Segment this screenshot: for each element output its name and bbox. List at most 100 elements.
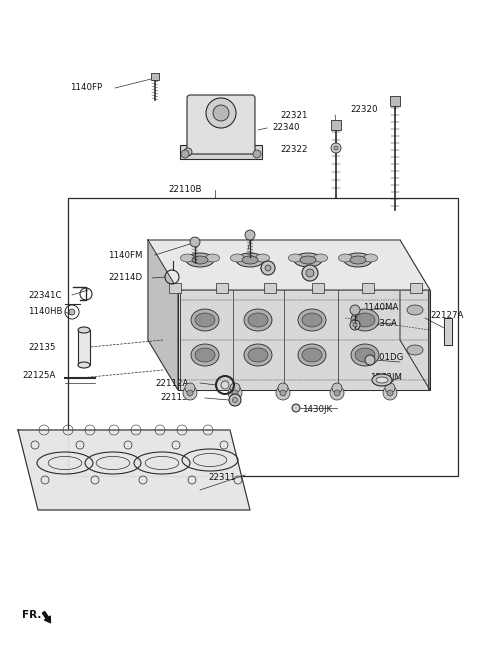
Bar [151, 73, 159, 80]
Circle shape [183, 386, 197, 400]
Text: FR.: FR. [22, 610, 41, 620]
Ellipse shape [302, 348, 322, 362]
Circle shape [213, 105, 229, 121]
Polygon shape [148, 240, 430, 290]
Polygon shape [444, 318, 452, 345]
Circle shape [185, 383, 195, 393]
Circle shape [230, 383, 240, 393]
Bar [264, 283, 276, 293]
Text: 22124B: 22124B [200, 148, 233, 157]
Ellipse shape [407, 345, 423, 355]
Text: 1140HB: 1140HB [28, 308, 62, 316]
Ellipse shape [355, 313, 375, 327]
Ellipse shape [248, 313, 268, 327]
Bar [390, 96, 400, 106]
Text: 22127A: 22127A [430, 310, 463, 319]
Text: 1430JB: 1430JB [218, 264, 249, 272]
Text: 22114D: 22114D [108, 272, 142, 281]
Circle shape [232, 398, 238, 403]
Text: 22340: 22340 [272, 123, 300, 133]
Ellipse shape [195, 313, 215, 327]
Ellipse shape [186, 253, 214, 267]
Text: 22129: 22129 [275, 274, 302, 283]
Ellipse shape [236, 253, 264, 267]
Ellipse shape [205, 254, 219, 262]
Polygon shape [400, 240, 430, 390]
Circle shape [261, 261, 275, 275]
Text: 22113A: 22113A [160, 394, 193, 403]
Bar [362, 283, 374, 293]
Bar [169, 283, 181, 293]
FancyBboxPatch shape [187, 95, 255, 154]
Circle shape [353, 323, 357, 327]
Text: 22125A: 22125A [22, 371, 55, 380]
Text: 1140MA: 1140MA [363, 304, 398, 312]
Text: 1430JK: 1430JK [302, 405, 332, 415]
Circle shape [334, 146, 338, 150]
Circle shape [292, 404, 300, 412]
Ellipse shape [230, 254, 244, 262]
Circle shape [306, 269, 314, 277]
Ellipse shape [294, 253, 322, 267]
Ellipse shape [191, 309, 219, 331]
Circle shape [206, 98, 236, 128]
Circle shape [280, 390, 286, 396]
Bar [216, 283, 228, 293]
Ellipse shape [372, 374, 392, 386]
Circle shape [265, 265, 271, 271]
Circle shape [350, 305, 360, 315]
Ellipse shape [302, 313, 322, 327]
Circle shape [332, 383, 342, 393]
Text: 1140EW: 1140EW [215, 243, 251, 253]
Ellipse shape [344, 253, 372, 267]
Circle shape [387, 390, 393, 396]
Ellipse shape [351, 344, 379, 366]
Circle shape [350, 320, 360, 330]
Circle shape [365, 355, 375, 365]
Circle shape [302, 265, 318, 281]
Text: 1573JM: 1573JM [370, 373, 402, 382]
Circle shape [278, 383, 288, 393]
Circle shape [184, 148, 192, 156]
Circle shape [334, 390, 340, 396]
Ellipse shape [191, 344, 219, 366]
Ellipse shape [195, 348, 215, 362]
Ellipse shape [244, 344, 272, 366]
Polygon shape [18, 430, 250, 510]
Circle shape [383, 386, 397, 400]
Ellipse shape [242, 256, 258, 264]
Circle shape [245, 230, 255, 240]
Text: 22341C: 22341C [28, 291, 61, 300]
Ellipse shape [338, 254, 352, 262]
Text: 22135: 22135 [28, 342, 56, 352]
Text: 1140FP: 1140FP [70, 83, 102, 92]
Polygon shape [178, 290, 430, 390]
Ellipse shape [350, 256, 366, 264]
Text: 22311: 22311 [208, 474, 236, 483]
Text: 1601DG: 1601DG [368, 354, 403, 363]
Ellipse shape [300, 256, 316, 264]
Text: 22320: 22320 [350, 106, 377, 115]
Circle shape [190, 237, 200, 247]
Bar [78, 330, 90, 365]
Ellipse shape [364, 254, 378, 262]
Ellipse shape [180, 254, 194, 262]
Bar [312, 283, 324, 293]
Circle shape [187, 390, 193, 396]
Circle shape [331, 143, 341, 153]
Ellipse shape [248, 348, 268, 362]
Text: 22322: 22322 [280, 144, 308, 154]
Ellipse shape [256, 254, 270, 262]
Text: 22321: 22321 [280, 110, 308, 119]
Circle shape [181, 150, 189, 158]
Ellipse shape [376, 377, 388, 383]
Polygon shape [148, 240, 178, 390]
Ellipse shape [78, 327, 90, 333]
Ellipse shape [192, 256, 208, 264]
Text: 1140FM: 1140FM [108, 251, 143, 260]
Ellipse shape [288, 254, 302, 262]
Circle shape [276, 386, 290, 400]
Bar [68, 198, 458, 476]
Bar [410, 283, 422, 293]
Circle shape [229, 394, 241, 406]
